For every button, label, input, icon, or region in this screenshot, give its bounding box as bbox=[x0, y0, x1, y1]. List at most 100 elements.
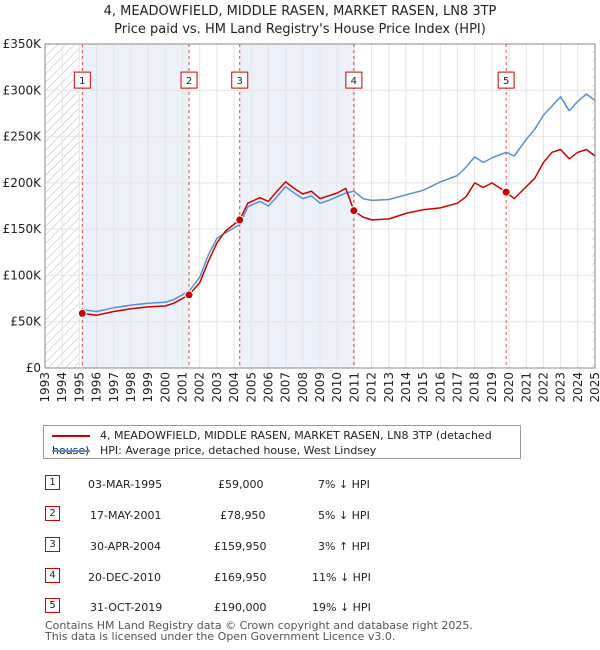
sale-number-badge: 4 bbox=[45, 568, 60, 583]
sale-point bbox=[184, 290, 194, 300]
sale-number-label: 5 bbox=[503, 76, 509, 87]
x-tick-label: 2003 bbox=[210, 372, 224, 403]
sale-number-badge: 1 bbox=[45, 475, 60, 490]
sale-point bbox=[349, 206, 359, 216]
sale-number-box bbox=[497, 71, 515, 89]
sale-number-label: 2 bbox=[186, 76, 192, 87]
x-tick-label: 2019 bbox=[485, 372, 499, 403]
x-tick-label: 2013 bbox=[382, 372, 396, 403]
hpi-line bbox=[82, 93, 596, 313]
legend-swatch-hpi bbox=[52, 450, 90, 452]
sale-hpi-diff: 19% ↓ HPI bbox=[312, 601, 371, 614]
sale-point bbox=[77, 308, 87, 318]
legend-item-property: 4, MEADOWFIELD, MIDDLE RASEN, MARKET RAS… bbox=[52, 428, 520, 457]
sale-price: £190,000 bbox=[214, 601, 267, 614]
x-tick-label: 2018 bbox=[468, 372, 482, 403]
x-tick-label: 2023 bbox=[554, 372, 568, 403]
sale-price: £159,950 bbox=[214, 540, 267, 553]
ownership-band bbox=[239, 44, 354, 368]
y-tick-label: £250K bbox=[3, 130, 43, 144]
x-tick-label: 2011 bbox=[347, 372, 361, 403]
x-tick-label: 1994 bbox=[55, 372, 69, 403]
price-paid-line bbox=[82, 148, 596, 316]
sale-date: 17-MAY-2001 bbox=[90, 509, 162, 522]
x-tick-label: 2010 bbox=[330, 372, 344, 403]
legend-label-property: 4, MEADOWFIELD, MIDDLE RASEN, MARKET RAS… bbox=[52, 429, 492, 457]
sale-number-label: 3 bbox=[237, 76, 243, 87]
sale-number-box bbox=[345, 71, 363, 89]
y-tick-label: £350K bbox=[3, 37, 43, 51]
sale-number-label: 1 bbox=[79, 76, 85, 87]
sale-number-badge: 5 bbox=[45, 598, 60, 613]
sale-price: £169,950 bbox=[214, 571, 267, 584]
chart-title: 4, MEADOWFIELD, MIDDLE RASEN, MARKET RAS… bbox=[103, 4, 497, 19]
plot-frame bbox=[44, 43, 596, 369]
sale-point bbox=[501, 187, 511, 197]
sale-price: £59,000 bbox=[218, 478, 264, 491]
x-tick-label: 2024 bbox=[571, 372, 585, 403]
sale-date: 30-APR-2004 bbox=[90, 540, 162, 553]
sale-hpi-diff: 11% ↓ HPI bbox=[312, 571, 371, 584]
x-tick-label: 2002 bbox=[193, 372, 207, 403]
sale-hpi-diff: 5% ↓ HPI bbox=[318, 509, 370, 522]
table-row: 5 31-OCT-2019 £190,000 19% ↓ HPI bbox=[0, 597, 600, 619]
x-tick-label: 2015 bbox=[416, 372, 430, 403]
footer-line-1: Contains HM Land Registry data © Crown c… bbox=[45, 619, 473, 632]
x-tick-label: 2012 bbox=[365, 372, 379, 403]
x-tick-label: 2008 bbox=[296, 372, 310, 403]
y-tick-label: £50K bbox=[10, 315, 42, 329]
sale-number-badge: 2 bbox=[45, 506, 60, 521]
table-row: 1 03-MAR-1995 £59,000 7% ↓ HPI bbox=[0, 474, 600, 496]
x-tick-label: 2007 bbox=[279, 372, 293, 403]
x-tick-label: 2020 bbox=[502, 372, 516, 403]
y-tick-label: £100K bbox=[3, 268, 43, 282]
x-tick-label: 2000 bbox=[158, 372, 172, 403]
x-tick-label: 2017 bbox=[451, 372, 465, 403]
sale-date: 31-OCT-2019 bbox=[90, 601, 163, 614]
copyright-footer: Contains HM Land Registry data © Crown c… bbox=[45, 620, 473, 642]
x-tick-label: 1993 bbox=[38, 372, 52, 403]
x-tick-label: 1998 bbox=[124, 372, 138, 403]
x-tick-label: 2016 bbox=[433, 372, 447, 403]
table-row: 3 30-APR-2004 £159,950 3% ↑ HPI bbox=[0, 536, 600, 558]
y-tick-label: £200K bbox=[3, 176, 43, 190]
ownership-band bbox=[82, 44, 190, 368]
sale-hpi-diff: 7% ↓ HPI bbox=[318, 478, 370, 491]
sale-number-box bbox=[73, 71, 91, 89]
sale-price: £78,950 bbox=[220, 509, 266, 522]
y-tick-label: £150K bbox=[3, 222, 43, 236]
x-tick-label: 1996 bbox=[90, 372, 104, 403]
footer-line-2: This data is licensed under the Open Gov… bbox=[45, 630, 396, 643]
sale-number-box bbox=[180, 71, 198, 89]
x-tick-label: 1997 bbox=[107, 372, 121, 403]
sale-hpi-diff: 3% ↑ HPI bbox=[318, 540, 370, 553]
sale-point bbox=[235, 215, 245, 225]
x-tick-label: 2004 bbox=[227, 372, 241, 403]
sale-number-badge: 3 bbox=[45, 537, 60, 552]
sale-number-label: 4 bbox=[351, 76, 357, 87]
sale-number-box bbox=[231, 71, 249, 89]
x-tick-label: 2021 bbox=[519, 372, 533, 403]
table-row: 4 20-DEC-2010 £169,950 11% ↓ HPI bbox=[0, 567, 600, 589]
hatch-region bbox=[592, 44, 595, 368]
x-tick-label: 2009 bbox=[313, 372, 327, 403]
table-row: 2 17-MAY-2001 £78,950 5% ↓ HPI bbox=[0, 505, 600, 527]
x-tick-label: 2025 bbox=[588, 372, 600, 403]
legend-item-hpi: HPI: Average price, detached house, West… bbox=[52, 443, 376, 458]
x-tick-label: 2022 bbox=[536, 372, 550, 403]
y-tick-label: £300K bbox=[3, 83, 43, 97]
chart-subtitle: Price paid vs. HM Land Registry's House … bbox=[114, 22, 486, 37]
x-tick-label: 2001 bbox=[176, 372, 190, 403]
legend-swatch-property bbox=[52, 435, 90, 437]
sale-date: 03-MAR-1995 bbox=[88, 478, 163, 491]
y-tick-label: £0 bbox=[26, 361, 41, 375]
sale-date: 20-DEC-2010 bbox=[88, 571, 162, 584]
x-tick-label: 2014 bbox=[399, 372, 413, 403]
chart-legend: 4, MEADOWFIELD, MIDDLE RASEN, MARKET RAS… bbox=[43, 425, 521, 459]
legend-label-hpi: HPI: Average price, detached house, West… bbox=[100, 444, 377, 457]
x-tick-label: 2005 bbox=[244, 372, 258, 403]
x-tick-label: 1999 bbox=[141, 372, 155, 403]
x-tick-label: 1995 bbox=[72, 372, 86, 403]
price-chart: 1 2 3 4 5 £0 £50K £100K £150K £200K £250K £300K £35… bbox=[3, 37, 600, 403]
x-tick-label: 2006 bbox=[261, 372, 275, 403]
